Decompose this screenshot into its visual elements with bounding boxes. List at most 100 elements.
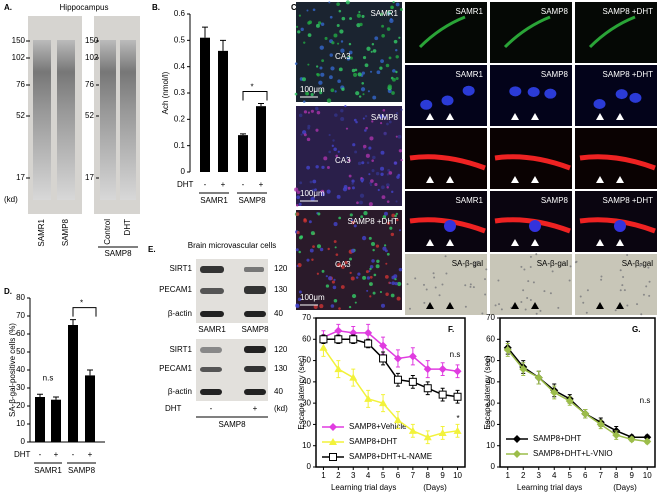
unit-label: (kd) — [274, 404, 288, 413]
image-label: SA-β-gal — [537, 259, 569, 268]
arrowhead — [511, 239, 519, 246]
micrograph — [405, 65, 487, 126]
cell — [364, 63, 369, 68]
cell — [317, 212, 321, 216]
x-tick-label: 8 — [426, 471, 431, 480]
cell — [389, 226, 393, 230]
cell — [358, 95, 362, 98]
arrowhead — [596, 239, 604, 246]
cell — [358, 10, 361, 14]
region-label: CA3 — [335, 156, 351, 165]
micrograph — [405, 254, 487, 315]
point — [423, 384, 432, 393]
arrowhead — [531, 113, 539, 120]
series-line — [507, 347, 648, 438]
blot-lane — [57, 40, 75, 200]
speck — [640, 313, 643, 316]
cell — [318, 80, 323, 85]
cell — [303, 110, 308, 114]
cell — [349, 257, 353, 261]
cell — [310, 92, 314, 97]
cell — [395, 112, 399, 115]
cell — [394, 277, 397, 281]
vessel — [579, 217, 656, 234]
cell — [385, 292, 389, 297]
plot-frame — [315, 317, 466, 468]
speck — [626, 304, 629, 307]
bar — [256, 106, 266, 172]
cell — [333, 278, 336, 282]
cell — [315, 165, 319, 169]
cell — [325, 284, 330, 288]
cell — [302, 130, 307, 135]
cell — [351, 219, 354, 222]
cell — [295, 303, 300, 309]
cell — [348, 50, 353, 55]
cell — [351, 220, 355, 225]
cell — [366, 161, 370, 164]
arrowhead — [426, 302, 434, 309]
speck — [535, 312, 538, 315]
cell — [382, 215, 387, 219]
speck — [527, 280, 530, 283]
speck — [619, 289, 622, 292]
y-tick-label: 10 — [302, 441, 311, 450]
lane-label: DHT — [123, 219, 132, 236]
cell — [371, 259, 375, 263]
speck — [539, 309, 542, 312]
cell — [365, 153, 370, 158]
y-tick-label: 40 — [302, 377, 311, 386]
cell — [337, 79, 341, 83]
x-tick-label: - — [39, 450, 42, 459]
image-label: SAMP8 — [541, 196, 569, 205]
cell — [381, 24, 385, 28]
cell — [357, 272, 361, 276]
x-tick-label: 1 — [321, 471, 326, 480]
cell — [300, 27, 304, 32]
speck — [422, 283, 425, 286]
cell — [335, 154, 338, 158]
image-label: SAMP8 +DHT — [603, 7, 654, 16]
y-tick-label: 20 — [486, 420, 495, 429]
cell — [383, 115, 387, 119]
cell — [354, 68, 358, 72]
cell — [353, 224, 357, 228]
cell — [366, 276, 371, 280]
y-tick-label: 20 — [302, 420, 311, 429]
legend-label: SAMP8+DHT — [349, 437, 397, 446]
x-tick-label: 4 — [366, 471, 371, 480]
image-label: SAMP8 +DHT — [603, 70, 654, 79]
annotation: n.s — [43, 373, 54, 382]
cell — [380, 303, 386, 308]
cell — [361, 161, 365, 165]
cell — [362, 56, 367, 60]
cell — [380, 122, 383, 125]
cell — [400, 158, 403, 162]
cell — [347, 158, 351, 162]
cell — [376, 259, 380, 264]
x-tick-label: 2 — [336, 471, 341, 480]
cell — [335, 253, 339, 256]
cell — [382, 108, 386, 112]
y-tick-label: 0.2 — [174, 114, 186, 123]
cell — [308, 220, 312, 224]
cell — [307, 21, 311, 25]
cell — [379, 114, 384, 119]
scale-label: 100μm — [300, 85, 325, 94]
cell — [330, 304, 335, 308]
image-label: SAMP8 — [541, 7, 569, 16]
cell — [350, 276, 355, 281]
x-tick-label: 7 — [411, 471, 416, 480]
cell — [387, 84, 392, 89]
bar — [85, 375, 95, 442]
panel-label: D. — [4, 287, 12, 296]
speck — [474, 262, 477, 265]
cell — [397, 281, 402, 287]
cell — [366, 289, 369, 292]
cell — [319, 45, 324, 50]
arrowhead — [596, 302, 604, 309]
marker-label: 52 — [85, 111, 94, 120]
speck — [472, 286, 475, 289]
x-tick-label: 10 — [453, 471, 462, 480]
